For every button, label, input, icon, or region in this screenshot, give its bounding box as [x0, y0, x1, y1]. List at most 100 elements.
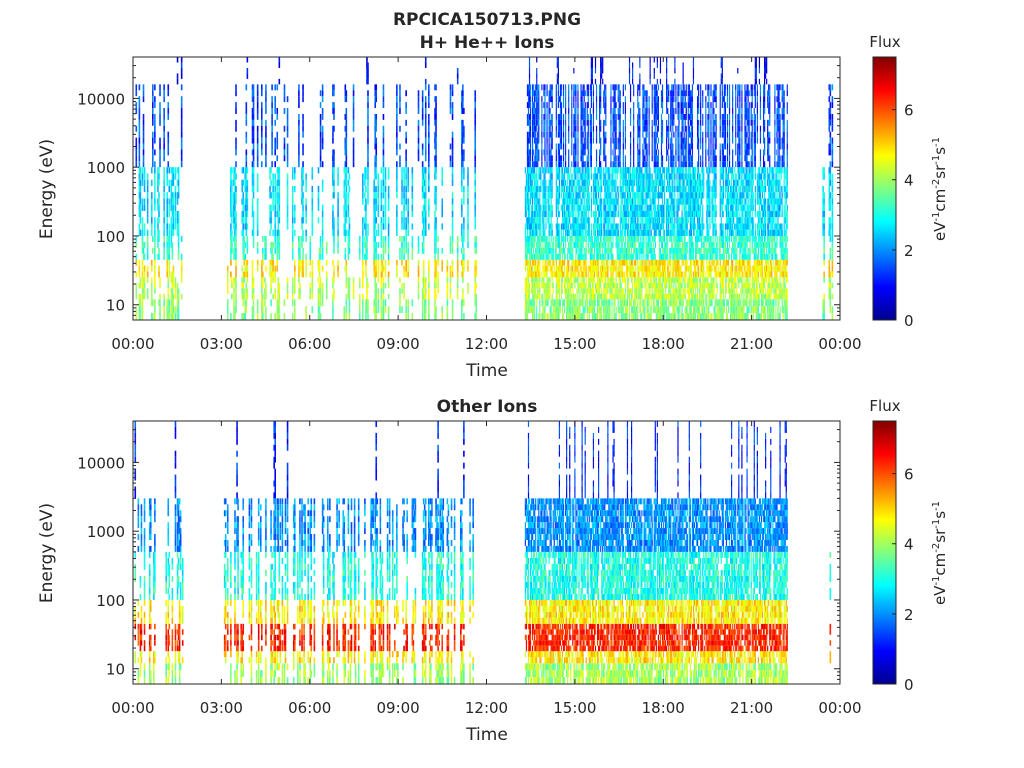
spectrogram-cell — [166, 192, 168, 198]
spectrogram-cell — [610, 84, 611, 90]
spectrogram-cell — [563, 138, 564, 144]
spectrogram-cell — [594, 236, 595, 242]
spectrogram-cell — [158, 236, 160, 242]
spectrogram-cell — [623, 138, 624, 144]
spectrogram-cell — [423, 266, 425, 272]
spectrogram-cell — [592, 272, 593, 278]
spectrogram-cell — [625, 186, 626, 192]
spectrogram-cell — [557, 294, 558, 299]
spectrogram-cell — [621, 294, 622, 299]
spectrogram-cell — [140, 283, 142, 288]
spectrogram-cell — [533, 230, 534, 236]
spectrogram-cell — [605, 173, 606, 179]
spectrogram-cell — [144, 288, 146, 293]
spectrogram-cell — [467, 288, 469, 293]
spectrogram-cell — [388, 254, 390, 260]
spectrogram-cell — [569, 205, 570, 211]
spectrogram-cell — [375, 186, 377, 192]
spectrogram-cell — [385, 205, 387, 211]
spectrogram-cell — [230, 260, 232, 266]
spectrogram-cell — [564, 260, 565, 266]
spectrogram-cell — [600, 102, 601, 108]
spectrogram-cell — [428, 198, 430, 204]
spectrogram-cell — [593, 288, 594, 293]
spectrogram-cell — [333, 149, 335, 155]
spectrogram-cell — [584, 180, 585, 186]
spectrogram-cell — [562, 180, 563, 186]
spectrogram-cell — [362, 248, 364, 254]
spectrogram-cell — [592, 242, 593, 248]
spectrogram-cell — [529, 102, 530, 108]
spectrogram-cell — [595, 217, 596, 223]
spectrogram-cell — [547, 205, 548, 211]
spectrogram-cell — [534, 167, 535, 173]
spectrogram-cell — [533, 173, 534, 179]
spectrogram-cell — [467, 223, 469, 229]
spectrogram-cell — [530, 248, 531, 254]
spectrogram-cell — [154, 149, 156, 155]
spectrogram-cell — [625, 132, 626, 138]
spectrogram-cell — [608, 236, 609, 242]
spectrogram-cell — [399, 306, 401, 313]
spectrogram-cell — [181, 144, 183, 150]
spectrogram-cell — [561, 132, 562, 138]
spectrogram-cell — [621, 205, 622, 211]
spectrogram-cell — [181, 114, 183, 120]
spectrogram-cell — [527, 288, 528, 293]
spectrogram-cell — [574, 161, 575, 167]
spectrogram-cell — [603, 149, 604, 155]
spectrogram-cell — [618, 192, 619, 198]
spectrogram-cell — [627, 283, 628, 288]
spectrogram-cell — [573, 167, 574, 173]
spectrogram-cell — [593, 277, 594, 282]
spectrogram-cell — [298, 149, 300, 155]
spectrogram-cell — [603, 217, 604, 223]
spectrogram-cell — [616, 126, 617, 132]
spectrogram-cell — [163, 144, 165, 150]
spectrogram-cell — [582, 90, 583, 96]
spectrogram-cell — [570, 236, 571, 242]
spectrogram-cell — [616, 260, 617, 266]
spectrogram-cell — [580, 126, 581, 132]
spectrogram-cell — [154, 288, 156, 293]
spectrogram-cell — [609, 294, 610, 299]
spectrogram-cell — [173, 211, 175, 217]
spectrogram-cell — [591, 161, 592, 167]
spectrogram-cell — [559, 186, 560, 192]
spectrogram-cell — [619, 294, 620, 299]
spectrogram-cell — [279, 299, 281, 306]
spectrogram-cell — [559, 114, 560, 120]
spectrogram-cell — [608, 167, 609, 173]
spectrogram-cell — [567, 217, 568, 223]
spectrogram-cell — [622, 260, 623, 266]
spectrogram-cell — [598, 192, 599, 198]
spectrogram-cell — [158, 198, 160, 204]
spectrogram-cell — [463, 254, 465, 260]
spectrogram-cell — [349, 283, 351, 288]
spectrogram-cell — [257, 132, 259, 138]
spectrogram-cell — [428, 205, 430, 211]
spectrogram-cell — [616, 192, 617, 198]
spectrogram-cell — [525, 192, 526, 198]
spectrogram-cell — [545, 180, 546, 186]
spectrogram-cell — [381, 283, 383, 288]
spectrogram-cell — [450, 266, 452, 272]
spectrogram-cell — [388, 173, 390, 179]
spectrogram-cell — [246, 102, 248, 108]
spectrogram-cell — [591, 114, 592, 120]
spectrogram-cell — [590, 161, 591, 167]
spectrogram-cell — [572, 217, 573, 223]
spectrogram-cell — [262, 254, 264, 260]
spectrogram-cell — [367, 114, 369, 120]
spectrogram-cell — [582, 230, 583, 236]
spectrogram-cell — [542, 313, 543, 320]
spectrogram-cell — [346, 266, 348, 272]
spectrogram-cell — [349, 299, 351, 306]
spectrogram-cell — [564, 272, 565, 278]
spectrogram-cell — [627, 288, 628, 293]
spectrogram-cell — [587, 306, 588, 313]
spectrogram-cell — [576, 217, 577, 223]
spectrogram-cell — [528, 277, 529, 282]
spectrogram-cell — [545, 272, 546, 278]
spectrogram-cell — [538, 260, 539, 266]
